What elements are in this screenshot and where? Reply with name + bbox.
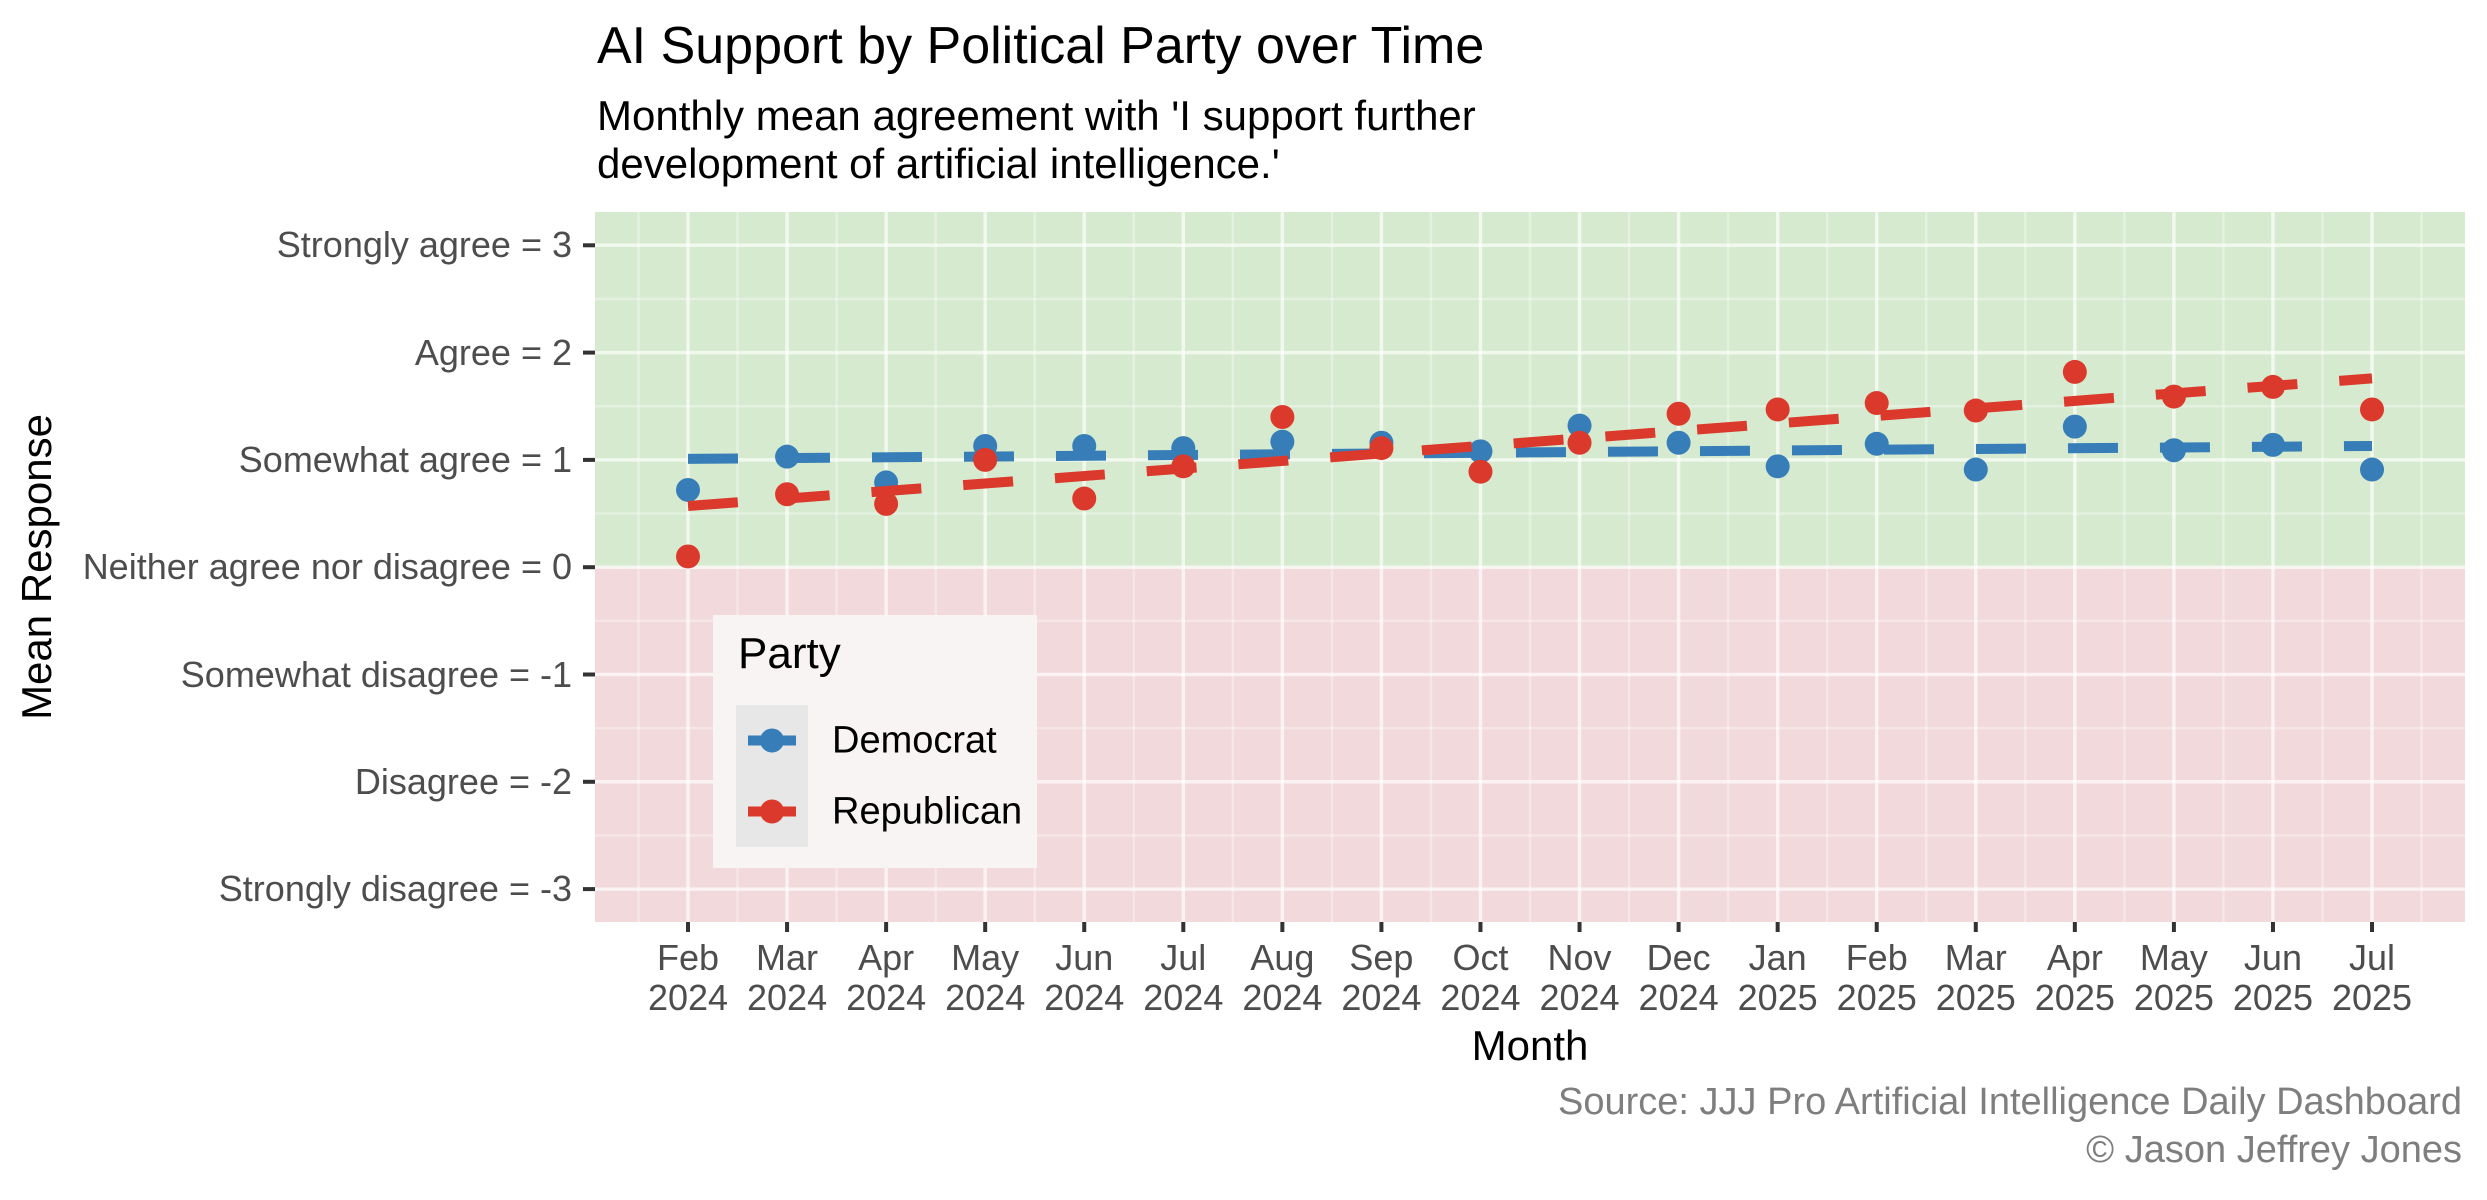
x-tick-label-jul-2025: Jul 2025 [2331, 937, 2413, 1018]
democrat-point-jun-2024 [1072, 433, 1097, 458]
y-tick-label--1: Somewhat disagree = -1 [180, 653, 572, 695]
x-tick-label-mar-2025: Mar 2025 [1935, 937, 2016, 1018]
y-tick-label-0: Neither agree nor disagree = 0 [82, 546, 572, 588]
x-tick-label-mar-2024: Mar 2024 [747, 937, 828, 1018]
x-tick-label-apr-2025: Apr 2025 [2034, 937, 2115, 1018]
republican-point-aug-2024 [1270, 404, 1295, 429]
source-caption: Source: JJJ Pro Artificial Intelligence … [1558, 1078, 2462, 1174]
republican-trend-line [687, 373, 2373, 512]
x-tick-label-jun-2025: Jun 2025 [2232, 937, 2313, 1018]
source-caption-line1: Source: JJJ Pro Artificial Intelligence … [1558, 1081, 2462, 1123]
chart-subtitle: Monthly mean agreement with 'I support f… [597, 92, 1476, 188]
chart-subtitle-line1: Monthly mean agreement with 'I support f… [597, 92, 1476, 139]
democrat-point-mar-2024 [775, 444, 800, 469]
legend-label-republican: Republican [832, 790, 1023, 832]
chart-subtitle-line2: development of artificial intelligence.' [597, 140, 1280, 187]
y-tick-label-2: Agree = 2 [414, 331, 572, 373]
x-tick-label-apr-2024: Apr 2024 [846, 937, 927, 1018]
y-tick-label-1: Somewhat agree = 1 [238, 438, 572, 480]
republican-point-may-2025 [2161, 384, 2186, 409]
democrat-legend-glyph [748, 728, 796, 753]
source-caption-line2: © Jason Jeffrey Jones [2086, 1129, 2462, 1171]
republican-point-dec-2024 [1666, 401, 1691, 426]
republican-point-jan-2025 [1765, 397, 1790, 422]
democrat-point-dec-2024 [1666, 430, 1691, 455]
republican-legend-glyph [748, 799, 796, 824]
legend-key-democrat [736, 705, 808, 776]
x-tick-label-jul-2024: Jul 2024 [1143, 937, 1224, 1018]
republican-point-feb-2024 [676, 544, 700, 569]
republican-points [676, 359, 2385, 569]
axis-ticks [583, 243, 2375, 932]
x-tick-label-jan-2025: Jan 2025 [1737, 937, 1818, 1018]
y-tick-label-3: Strongly agree = 3 [276, 224, 572, 266]
democrat-point-oct-2024 [1468, 439, 1493, 464]
democrat-point-may-2025 [2161, 438, 2186, 463]
x-tick-label-oct-2024: Oct 2024 [1440, 937, 1521, 1018]
republican-point-oct-2024 [1468, 459, 1493, 484]
republican-point-sep-2024 [1369, 436, 1394, 461]
positive-region [595, 212, 2465, 568]
x-tick-label-aug-2024: Aug 2024 [1242, 937, 1323, 1018]
democrat-point-jul-2025 [2360, 457, 2385, 482]
republican-point-nov-2024 [1567, 430, 1592, 455]
y-tick-label--2: Disagree = -2 [354, 760, 572, 802]
legend-key-republican [736, 776, 808, 847]
x-tick-label-may-2024: May 2024 [945, 937, 1026, 1018]
x-tick-label-feb-2024: Feb 2024 [647, 937, 729, 1018]
legend-item-democrat: Democrat [736, 705, 1026, 776]
democrat-point-feb-2025 [1864, 431, 1889, 456]
republican-point-jun-2024 [1072, 486, 1097, 511]
legend-label-democrat: Democrat [832, 719, 997, 761]
legend-title: Party [738, 629, 841, 678]
republican-point-jul-2024 [1171, 454, 1196, 479]
x-tick-label-sep-2024: Sep 2024 [1341, 937, 1422, 1018]
democrat-point-nov-2024 [1567, 413, 1592, 438]
legend: Party Democrat Republican [713, 615, 1037, 868]
democrat-point-feb-2024 [676, 477, 700, 502]
x-axis-title: Month [1471, 1022, 1589, 1069]
democrat-point-jan-2025 [1765, 454, 1790, 479]
republican-point-mar-2025 [1963, 398, 1988, 423]
x-tick-label-feb-2025: Feb 2025 [1836, 937, 1917, 1018]
republican-point-jun-2025 [2260, 374, 2285, 399]
democrat-point-jul-2024 [1171, 436, 1196, 461]
y-tick-label--3: Strongly disagree = -3 [218, 868, 572, 910]
republican-point-may-2024 [973, 447, 998, 472]
republican-point-mar-2024 [775, 482, 800, 507]
republican-point-apr-2025 [2062, 359, 2087, 384]
chart-title: AI Support by Political Party over Time [597, 17, 1485, 75]
x-tick-label-jun-2024: Jun 2024 [1044, 937, 1125, 1018]
y-axis-title: Mean Response [13, 414, 60, 720]
republican-point-feb-2025 [1864, 391, 1889, 416]
republican-point-jul-2025 [2360, 397, 2385, 422]
democrat-trend-line [687, 440, 2373, 464]
democrat-point-jun-2025 [2260, 432, 2285, 457]
x-tick-label-may-2025: May 2025 [2133, 937, 2214, 1018]
legend-item-republican: Republican [736, 776, 1026, 847]
democrat-point-apr-2025 [2062, 414, 2087, 439]
x-tick-label-nov-2024: Nov 2024 [1539, 937, 1620, 1018]
democrat-point-mar-2025 [1963, 457, 1988, 482]
republican-point-apr-2024 [874, 491, 899, 516]
democrat-point-aug-2024 [1270, 429, 1295, 454]
x-tick-label-dec-2024: Dec 2024 [1638, 937, 1719, 1018]
